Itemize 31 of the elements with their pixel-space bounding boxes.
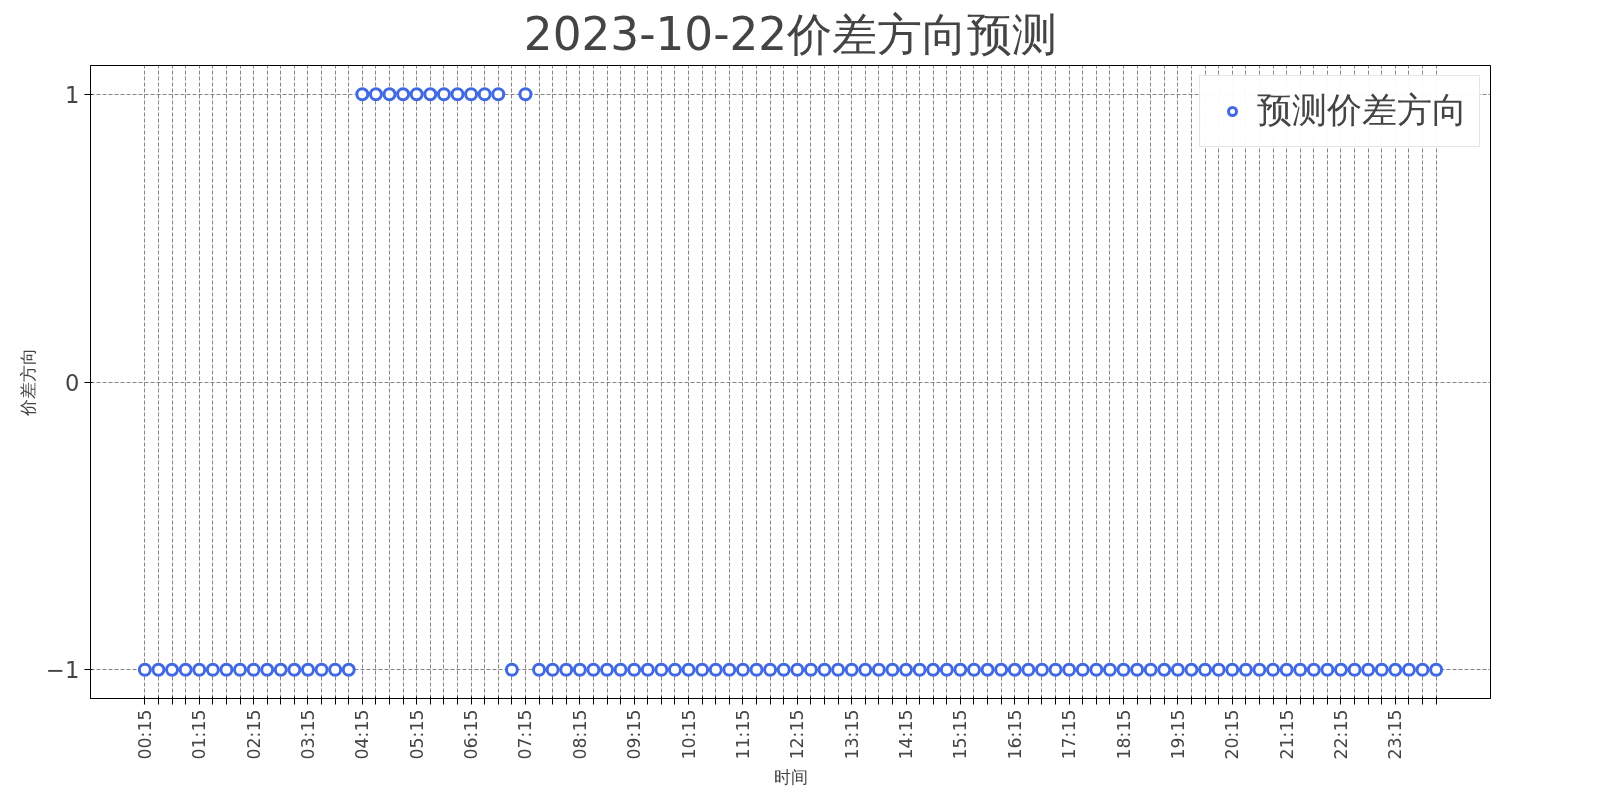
x-tick-label: 23:15	[1385, 709, 1406, 760]
x-tick-label: 10:15	[678, 709, 699, 760]
x-tick-label: 18:15	[1113, 709, 1134, 760]
x-tick-label: 16:15	[1004, 709, 1025, 760]
x-tick-label: 19:15	[1167, 709, 1188, 760]
chart-title: 2023-10-22价差方向预测	[523, 7, 1058, 61]
x-tick-label: 09:15	[624, 709, 645, 760]
x-tick-label: 20:15	[1222, 709, 1243, 760]
x-tick-label: 15:15	[950, 709, 971, 760]
x-axis-title: 时间	[773, 767, 808, 788]
x-tick-label: 13:15	[841, 709, 862, 760]
x-tick-label: 11:15	[732, 709, 753, 760]
x-tick-label: 17:15	[1059, 709, 1080, 760]
x-tick-label: 01:15	[189, 709, 210, 760]
y-tick-label: −1	[46, 657, 80, 684]
x-tick-label: 22:15	[1330, 709, 1351, 760]
x-tick-label: 03:15	[297, 709, 318, 760]
x-tick-label: 14:15	[896, 709, 917, 760]
legend-label: 预测价差方向	[1257, 89, 1467, 132]
x-tick-label: 07:15	[515, 709, 536, 760]
y-tick-label: 0	[65, 369, 80, 396]
y-axis-title: 价差方向	[18, 348, 39, 417]
x-tick-label: 02:15	[243, 709, 264, 760]
x-tick-label: 04:15	[352, 709, 373, 760]
x-tick-label: 06:15	[461, 709, 482, 760]
y-tick-label: 1	[65, 81, 80, 108]
x-tick-label: 00:15	[134, 709, 155, 760]
x-tick-label: 12:15	[787, 709, 808, 760]
x-tick-label: 08:15	[569, 709, 590, 760]
x-tick-label: 05:15	[406, 709, 427, 760]
x-tick-label: 21:15	[1276, 709, 1297, 760]
